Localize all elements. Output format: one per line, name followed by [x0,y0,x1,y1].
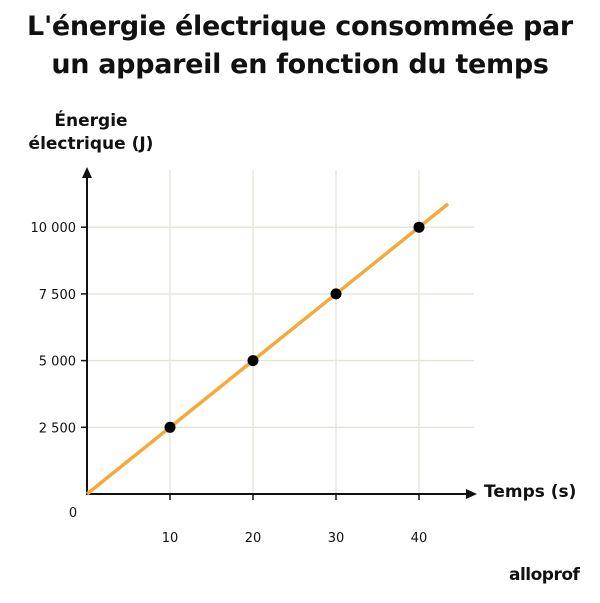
data-point-1 [164,421,176,433]
y-axis-label-line-1: Énergie [54,111,128,131]
series-line [85,202,450,496]
x-tick-label-20: 20 [245,531,262,546]
chart-title-line-1: L'énergie électrique consommée par [27,11,573,42]
y-tick-label-10000: 10 000 [31,221,77,236]
data-point-3 [330,288,342,300]
x-axis-arrow [466,489,477,499]
y-axis-label: Énergie électrique (J) [16,110,166,156]
y-axis-arrow [82,167,92,178]
chart-title: L'énergie électrique consommée par un ap… [0,8,600,84]
origin-label: 0 [69,506,77,521]
x-axis-label: Temps (s) [484,482,577,502]
x-tick-label-30: 30 [328,531,345,546]
y-axis-label-line-2: électrique (J) [28,134,154,154]
series-group [85,202,450,496]
grid-lines [87,170,474,494]
data-point-2 [247,355,259,367]
data-point-4 [413,221,425,233]
y-tick-label-5000: 5 000 [39,355,76,370]
tick-labels: 10 20 30 40 2 500 5 000 7 500 10 000 0 [31,221,428,546]
alloprof-logo: alloprof [509,565,580,585]
x-tick-label-10: 10 [162,531,179,546]
x-tick-label-40: 40 [411,531,428,546]
chart-title-line-2: un appareil en fonction du temps [51,49,549,80]
y-tick-label-7500: 7 500 [39,288,76,303]
y-tick-label-2500: 2 500 [39,421,76,436]
axes [82,167,477,499]
